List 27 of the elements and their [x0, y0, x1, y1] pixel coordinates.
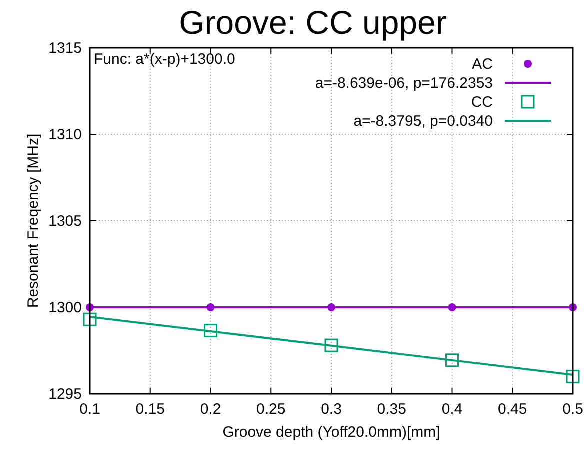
- x-tick-label: 0.2: [200, 401, 222, 418]
- legend-label: CC: [471, 94, 494, 111]
- x-tick-label: 0.3: [321, 401, 342, 418]
- legend-label: a=-8.639e-06, p=176.2353: [315, 75, 493, 92]
- point: [324, 338, 338, 352]
- chart-title: Groove: CC upper: [179, 4, 447, 41]
- y-tick-label: 1310: [48, 126, 82, 144]
- y-tick-label: 1295: [48, 386, 82, 403]
- annotation: Func: a*(x-p)+1300.0: [94, 51, 236, 68]
- point: [83, 312, 97, 326]
- y-tick-label: 1315: [48, 40, 82, 57]
- x-tick-label: 0.5: [562, 401, 584, 418]
- point: [446, 354, 459, 368]
- point: [204, 324, 218, 338]
- x-tick-label: 0.45: [498, 401, 528, 418]
- y-tick-label: 1300: [48, 300, 82, 316]
- legend-label: AC: [472, 56, 494, 73]
- legend-label: a=-8.3795, p=0.0340: [354, 113, 493, 130]
- y-tick-label: 1305: [48, 213, 82, 230]
- x-tick-label: 0.35: [377, 401, 406, 418]
- x-tick-label: 0.4: [442, 401, 463, 418]
- x-tick-label: 0.25: [256, 401, 286, 418]
- x-axis-title: Groove depth (Yoff20.0mm)[mm]: [222, 424, 440, 441]
- x-tick-label: 0.15: [136, 401, 165, 418]
- x-tick-label: 0.1: [80, 401, 100, 418]
- y-axis-title: Resonant Freqency [MHz]: [25, 134, 42, 308]
- point: [566, 370, 580, 384]
